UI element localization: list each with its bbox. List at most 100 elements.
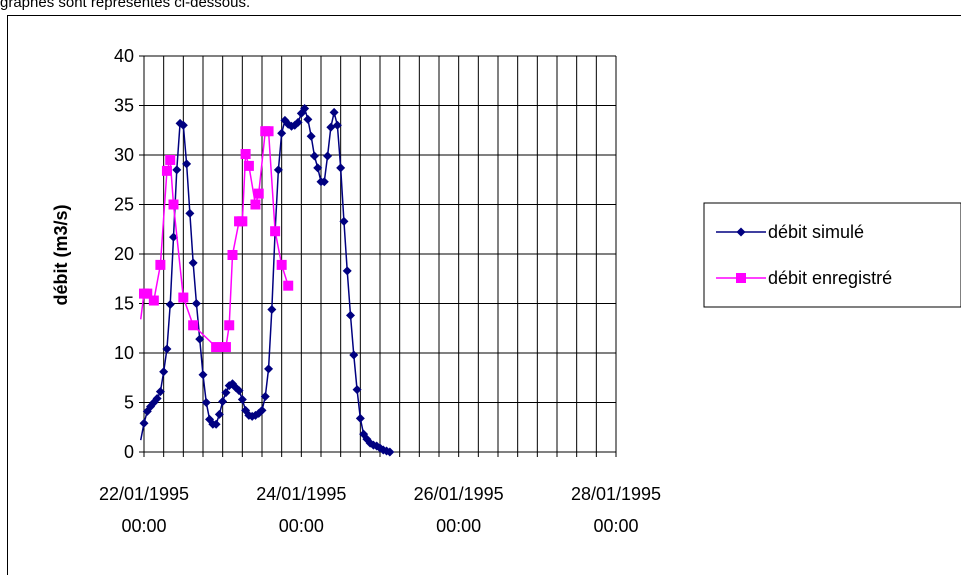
data-point bbox=[352, 385, 362, 395]
data-point bbox=[195, 334, 205, 344]
data-point bbox=[342, 266, 352, 276]
data-point bbox=[218, 397, 228, 407]
data-point bbox=[293, 117, 303, 127]
data-point bbox=[270, 226, 281, 237]
grid-lines bbox=[144, 55, 617, 452]
data-point bbox=[211, 342, 222, 353]
data-point bbox=[263, 126, 274, 137]
x-tick-label: 22/01/1995 bbox=[99, 484, 189, 504]
data-point bbox=[148, 295, 159, 306]
data-point bbox=[214, 409, 224, 419]
data-point bbox=[201, 398, 211, 407]
chart-frame bbox=[7, 15, 961, 575]
legend-marker bbox=[736, 227, 746, 237]
data-point bbox=[188, 258, 198, 268]
data-point bbox=[185, 208, 195, 218]
y-axis-label: débit (m3/s) bbox=[51, 204, 71, 305]
data-point bbox=[300, 103, 310, 113]
y-tick-label: 10 bbox=[114, 343, 134, 363]
x-tick-label: 28/01/1995 bbox=[571, 484, 661, 504]
data-point bbox=[191, 299, 201, 308]
series-2 bbox=[139, 126, 294, 353]
data-point bbox=[165, 154, 176, 165]
x-tick-label-time: 00:00 bbox=[279, 516, 324, 536]
data-point bbox=[273, 165, 283, 175]
y-tick-label: 25 bbox=[114, 195, 134, 215]
y-tick-label: 35 bbox=[114, 96, 134, 116]
data-point bbox=[385, 447, 395, 457]
data-point bbox=[165, 299, 175, 309]
legend-label: débit enregistré bbox=[768, 268, 892, 288]
data-point bbox=[142, 288, 153, 299]
legend-marker bbox=[736, 273, 746, 283]
legend-box bbox=[703, 202, 961, 308]
data-point bbox=[306, 131, 316, 141]
data-point bbox=[243, 160, 254, 171]
data-point bbox=[227, 249, 238, 260]
series-layer bbox=[139, 103, 395, 457]
data-point bbox=[152, 394, 162, 404]
data-point bbox=[309, 151, 319, 161]
data-point bbox=[162, 344, 172, 354]
data-point bbox=[224, 320, 235, 331]
data-point bbox=[211, 419, 221, 429]
data-point bbox=[161, 165, 172, 176]
x-tick-label-time: 00:00 bbox=[121, 516, 166, 536]
data-point bbox=[346, 310, 355, 320]
x-tick-label: 26/01/1995 bbox=[414, 484, 504, 504]
data-point bbox=[313, 163, 323, 173]
data-point bbox=[253, 188, 264, 199]
data-point bbox=[221, 388, 231, 398]
data-point bbox=[326, 122, 336, 132]
legend-label: débit simulé bbox=[768, 222, 864, 242]
y-tick-label: 30 bbox=[114, 145, 134, 165]
y-tick-label: 40 bbox=[114, 46, 134, 66]
data-point bbox=[237, 216, 248, 227]
data-point bbox=[172, 165, 182, 175]
x-tick-label: 24/01/1995 bbox=[256, 484, 346, 504]
data-point bbox=[283, 280, 294, 291]
chart: 0 5 10 15 20 25 30 35 40 22/01/1995 00:00 24/01/199… bbox=[51, 46, 961, 536]
data-point bbox=[198, 370, 208, 380]
y-tick-label: 5 bbox=[124, 393, 134, 413]
data-point bbox=[332, 120, 342, 130]
data-point bbox=[336, 163, 346, 173]
data-point bbox=[240, 149, 251, 160]
data-point bbox=[169, 232, 178, 242]
data-point bbox=[139, 418, 149, 428]
data-point bbox=[188, 320, 199, 331]
data-point bbox=[319, 177, 329, 187]
series-1 bbox=[139, 103, 395, 457]
axes: 0 5 10 15 20 25 30 35 40 22/01/1995 00:00 24/01/199… bbox=[99, 46, 661, 536]
data-point bbox=[182, 159, 192, 169]
data-point bbox=[178, 120, 188, 130]
data-point bbox=[178, 292, 189, 303]
series-line bbox=[139, 130, 289, 348]
x-tick-label-time: 00:00 bbox=[593, 516, 638, 536]
data-point bbox=[250, 410, 260, 420]
data-point bbox=[260, 392, 270, 402]
data-point bbox=[276, 259, 287, 270]
data-point bbox=[323, 151, 333, 161]
y-tick-label: 20 bbox=[114, 244, 134, 264]
legend: débit simulé débit enregistré bbox=[703, 202, 961, 308]
page-caption: graphes sont représentés ci-dessous. bbox=[0, 0, 251, 11]
data-point bbox=[257, 405, 267, 415]
data-point bbox=[250, 199, 261, 210]
data-point bbox=[155, 387, 165, 397]
data-point bbox=[277, 128, 287, 138]
data-point bbox=[168, 199, 179, 210]
data-point bbox=[264, 364, 274, 374]
data-point bbox=[303, 114, 313, 124]
y-tick-label: 0 bbox=[124, 442, 134, 462]
data-point bbox=[355, 413, 365, 423]
data-point bbox=[159, 367, 169, 377]
x-tick-label-time: 00:00 bbox=[436, 516, 481, 536]
y-tick-label: 15 bbox=[114, 294, 134, 314]
data-point bbox=[220, 342, 231, 353]
data-point bbox=[339, 216, 349, 226]
data-point bbox=[267, 304, 277, 314]
data-point bbox=[237, 395, 247, 405]
data-point bbox=[349, 350, 359, 360]
data-point bbox=[155, 259, 166, 270]
